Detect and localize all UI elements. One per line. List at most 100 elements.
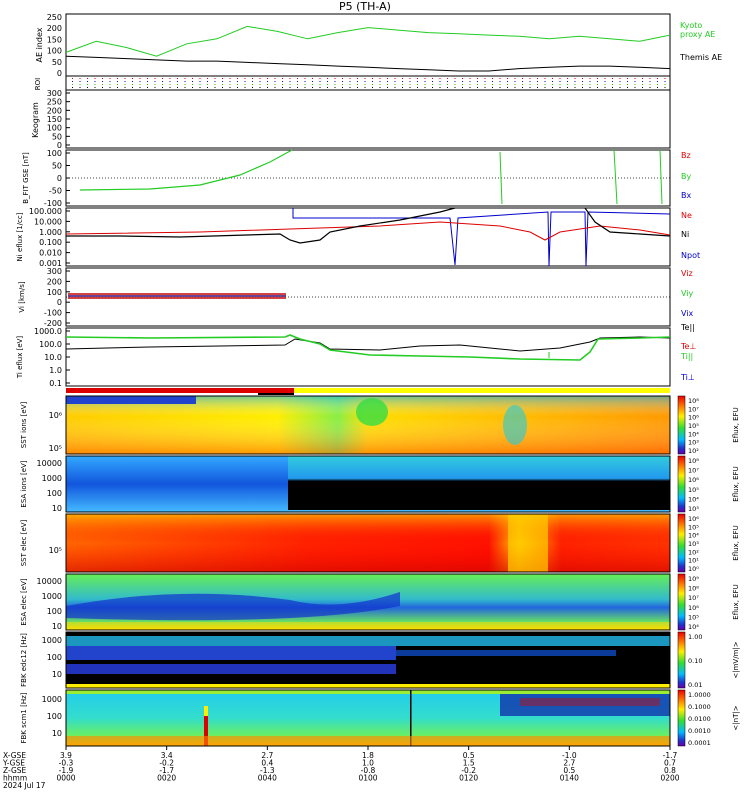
roi-dot bbox=[117, 81, 118, 82]
ytick-label: 150 bbox=[47, 115, 62, 124]
panel-fbk-edc: FBK edc12 [Hz] 1000 100 10 bbox=[20, 631, 671, 689]
legend-viy: Viy bbox=[681, 289, 694, 298]
roi-dot bbox=[627, 87, 628, 88]
colorbar-tick-label: 0.0001 bbox=[688, 739, 711, 747]
roi-dot bbox=[537, 81, 538, 82]
xtick-label: 1.0 bbox=[362, 759, 374, 768]
xtick-label: -0.2 bbox=[159, 759, 174, 768]
roi-dot bbox=[634, 87, 636, 88]
roi-dot bbox=[627, 84, 628, 85]
colorbar-tick-label: 10⁶ bbox=[688, 476, 699, 484]
xtick-label: 0.5 bbox=[563, 766, 575, 775]
panel-esa-ions: ESA ions [eV] 10000 1000 100 10 bbox=[20, 455, 671, 513]
roi-dot bbox=[492, 78, 493, 79]
roi-dot bbox=[484, 81, 486, 82]
colorbar bbox=[677, 455, 686, 513]
roi-dot bbox=[207, 87, 208, 88]
colorbar-tick-label: 10⁷ bbox=[688, 405, 699, 413]
xtick-label: 2.7 bbox=[563, 759, 575, 768]
xtick-label: -0.3 bbox=[59, 759, 74, 768]
roi-dot bbox=[94, 78, 96, 79]
roi-dot bbox=[162, 87, 163, 88]
series-by bbox=[79, 149, 293, 191]
roi-dot bbox=[552, 84, 553, 85]
roi-dot bbox=[184, 81, 186, 82]
roi-dot bbox=[447, 81, 448, 82]
roi-dot bbox=[132, 78, 133, 79]
roi-dot bbox=[649, 81, 651, 82]
roi-dot bbox=[372, 81, 373, 82]
roi-dot bbox=[529, 81, 531, 82]
roi-dot bbox=[529, 87, 531, 88]
roi-dot bbox=[72, 87, 73, 88]
roi-dot bbox=[447, 87, 448, 88]
roi-dot bbox=[207, 78, 208, 79]
colorbar-tick-label: 10⁷ bbox=[688, 467, 699, 475]
roi-dot bbox=[282, 81, 283, 82]
roi-dot bbox=[597, 84, 598, 85]
roi-dot bbox=[529, 78, 531, 79]
roi-dot bbox=[522, 84, 523, 85]
roi-dot bbox=[169, 84, 171, 85]
roi-dot bbox=[244, 81, 246, 82]
roi-dot bbox=[462, 84, 463, 85]
roi-dot bbox=[289, 87, 291, 88]
roi-dot bbox=[109, 87, 111, 88]
roi-dot bbox=[454, 78, 456, 79]
roi-dot bbox=[574, 81, 576, 82]
roi-dot bbox=[327, 81, 328, 82]
temperature-ylabel: Ti eflux [eV] bbox=[16, 336, 24, 380]
roi-dot bbox=[387, 81, 388, 82]
roi-dot bbox=[102, 87, 103, 88]
xtick-label: 0040 bbox=[258, 774, 277, 783]
roi-dot bbox=[424, 78, 426, 79]
ae-yticks: 250 200 150 100 50 0 bbox=[47, 13, 62, 78]
roi-dot bbox=[582, 84, 583, 85]
colorbar-tick-label: 10⁸ bbox=[688, 457, 699, 465]
roi-dot bbox=[387, 84, 388, 85]
roi-dot bbox=[334, 78, 336, 79]
roi-dot bbox=[574, 78, 576, 79]
roi-dot bbox=[267, 78, 268, 79]
roi-dot bbox=[642, 84, 643, 85]
ytick-label: 200 bbox=[47, 106, 62, 115]
roi-dot bbox=[432, 78, 433, 79]
roi-dot bbox=[477, 81, 478, 82]
roi-dot bbox=[162, 81, 163, 82]
roi-dot bbox=[132, 87, 133, 88]
roi-dot bbox=[192, 87, 193, 88]
roi-dot bbox=[462, 78, 463, 79]
roi-dot bbox=[627, 78, 628, 79]
colorbar-tick-label: 0.10 bbox=[688, 657, 702, 665]
page-title: P5 (TH-A) bbox=[339, 0, 391, 13]
ytick-label: -100 bbox=[44, 199, 62, 208]
ytick-label: 100.0 bbox=[39, 340, 62, 349]
roi-dot bbox=[514, 87, 516, 88]
ytick-label: 250 bbox=[47, 98, 62, 107]
roi-dot bbox=[334, 87, 336, 88]
legend-proxy-ae: proxy AE bbox=[680, 30, 715, 39]
roi-dot bbox=[394, 87, 396, 88]
colorbar bbox=[677, 395, 686, 455]
colorbar bbox=[677, 573, 686, 631]
roi-dot bbox=[469, 84, 471, 85]
roi-dot bbox=[364, 87, 366, 88]
legend-ni: Ni bbox=[681, 230, 689, 239]
roi-dot bbox=[514, 84, 516, 85]
roi-dot bbox=[79, 81, 81, 82]
colorbar-tick-label: 10¹ bbox=[688, 557, 699, 565]
colorbar-tick-label: 10⁴ bbox=[688, 623, 699, 631]
roi-dot bbox=[372, 87, 373, 88]
roi-dot bbox=[334, 81, 336, 82]
colorbar-tick-label: 10⁵ bbox=[688, 613, 699, 621]
fbk-edc-ylabel: FBK edc12 [Hz] bbox=[20, 633, 28, 687]
roi-dot bbox=[244, 87, 246, 88]
roi-dot bbox=[147, 84, 148, 85]
legend-ti-perp: Ti⊥ bbox=[680, 373, 695, 382]
colorbar-label: Eflux, EFU bbox=[732, 466, 740, 501]
roi-dot bbox=[357, 81, 358, 82]
roi-dot bbox=[544, 78, 546, 79]
xtick-label: 0.8 bbox=[664, 766, 676, 775]
